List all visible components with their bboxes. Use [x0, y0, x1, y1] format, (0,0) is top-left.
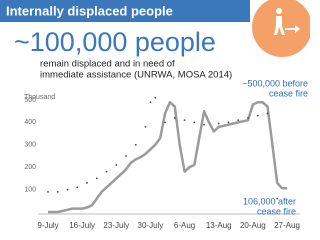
x-tick-label: 20-Aug: [240, 221, 266, 230]
y-tick-label: 500: [24, 97, 36, 104]
data-dot: [66, 188, 69, 191]
data-dot: [256, 114, 259, 117]
data-dot: [173, 117, 176, 119]
data-dot: [115, 164, 118, 166]
y-tick-label: 400: [24, 119, 36, 126]
data-dot: [76, 186, 79, 189]
data-dot: [203, 123, 205, 126]
walking-icon: [274, 8, 300, 35]
data-dot: [105, 170, 108, 173]
annotation: cease fire: [269, 88, 308, 98]
data-dot: [86, 181, 88, 184]
data-dot: [56, 190, 59, 193]
x-tick-label: 27-Aug: [274, 221, 300, 230]
data-dot: [154, 96, 157, 99]
data-dot: [183, 119, 186, 122]
x-tick-label: 30-July: [138, 221, 164, 230]
data-dot: [247, 117, 249, 119]
data-dot: [266, 112, 269, 115]
headline: ~100,000 people: [14, 27, 216, 57]
data-dot: [237, 119, 240, 122]
chart-title: Internally displaced people: [6, 3, 173, 18]
x-tick-label: 16-July: [69, 221, 95, 230]
x-tick-label: 6-Aug: [174, 221, 195, 230]
data-dot: [144, 125, 147, 128]
x-tick-label: 23-July: [103, 221, 129, 230]
data-dot: [47, 190, 49, 193]
annotation: ~500,000 before: [242, 78, 308, 88]
subtitle-line: remain displaced and in need of: [40, 59, 175, 70]
y-tick-label: 200: [24, 164, 36, 171]
infographic: Internally displaced people ~100,000 peo…: [0, 0, 312, 230]
data-dot: [125, 155, 127, 157]
annotation: 106,000 after: [243, 196, 296, 206]
annotation: cease fire: [257, 206, 296, 216]
data-dot: [276, 197, 279, 200]
y-axis-label: Thousand: [24, 94, 55, 101]
data-dot: [149, 101, 152, 104]
y-tick-label: 100: [24, 186, 36, 193]
data-line: [48, 100, 287, 214]
x-tick-label: 13-Aug: [206, 221, 232, 230]
y-tick-label: 300: [24, 142, 36, 149]
data-dot: [95, 177, 98, 180]
data-dot: [134, 143, 137, 146]
data-dot: [217, 122, 220, 125]
data-dot: [227, 121, 230, 124]
data-dot: [164, 121, 166, 124]
subtitle-line: immediate assistance (UNRWA, MOSA 2014): [40, 70, 232, 81]
data-dot: [193, 121, 196, 124]
header-bar: [0, 0, 250, 22]
x-tick-label: 9-July: [37, 221, 58, 230]
